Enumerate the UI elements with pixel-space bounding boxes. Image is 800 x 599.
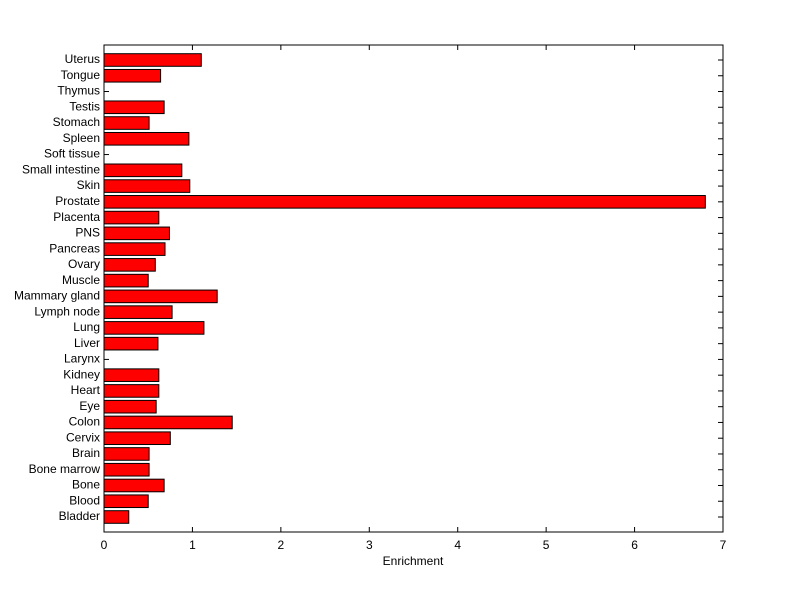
bar	[103, 384, 160, 398]
x-tick-label: 5	[543, 538, 550, 552]
bar	[103, 462, 150, 477]
y-tick-label: Lung	[73, 320, 100, 334]
bar	[103, 399, 157, 414]
bar	[103, 321, 205, 335]
x-tick-label: 4	[454, 538, 461, 552]
bar	[103, 273, 149, 288]
bar	[103, 226, 170, 241]
y-tick-label: Kidney	[63, 367, 100, 381]
x-tick-label: 7	[720, 538, 727, 552]
y-tick-label: Placenta	[53, 210, 100, 224]
bar	[103, 195, 706, 209]
y-tick-label: Cervix	[66, 430, 100, 444]
bar	[103, 179, 191, 193]
y-tick-label: Liver	[74, 336, 100, 350]
x-tick-label: 2	[278, 538, 285, 552]
bar	[103, 336, 159, 351]
y-tick-label: Blood	[69, 493, 100, 507]
y-tick-label: Bone marrow	[29, 462, 101, 476]
y-tick-label: Small intestine	[22, 162, 100, 176]
bar	[103, 242, 166, 256]
x-tick-label: 1	[189, 538, 196, 552]
y-tick-label: Heart	[71, 383, 101, 397]
bar	[103, 368, 160, 382]
bar	[103, 163, 183, 178]
y-tick-label: Uterus	[65, 52, 100, 66]
y-tick-label: PNS	[75, 226, 100, 240]
bar	[103, 131, 190, 146]
y-tick-label: Testis	[69, 99, 100, 113]
bar	[103, 415, 233, 430]
bar	[103, 510, 130, 524]
y-tick-label: Bone	[72, 478, 100, 492]
y-tick-label: Prostate	[55, 194, 100, 208]
y-tick-label: Larynx	[64, 352, 100, 366]
bar	[103, 258, 156, 272]
y-tick-label: Tongue	[61, 68, 101, 82]
y-tick-label: Ovary	[68, 257, 100, 271]
y-tick-label: Skin	[77, 178, 100, 192]
y-tick-label: Bladder	[59, 509, 100, 523]
bar	[103, 494, 149, 509]
plot-frame	[103, 44, 724, 533]
y-tick-label: Pancreas	[49, 241, 100, 255]
y-tick-label: Muscle	[62, 273, 100, 287]
y-tick-label: Colon	[69, 415, 100, 429]
y-tick-label: Lymph node	[34, 304, 100, 318]
bar	[103, 478, 165, 493]
y-tick-label: Thymus	[57, 84, 100, 98]
bar	[103, 447, 150, 461]
x-tick-label: 6	[631, 538, 638, 552]
bar	[103, 210, 160, 225]
y-tick-label: Mammary gland	[14, 289, 100, 303]
bar	[103, 100, 165, 115]
y-tick-label: Soft tissue	[44, 147, 100, 161]
x-axis-label: Enrichment	[383, 554, 444, 568]
bar	[103, 289, 218, 304]
bar	[103, 68, 162, 83]
bar	[103, 116, 150, 130]
bar	[103, 305, 173, 319]
x-tick-label: 3	[366, 538, 373, 552]
x-tick-label: 0	[101, 538, 108, 552]
y-tick-label: Eye	[79, 399, 100, 413]
y-tick-label: Stomach	[53, 115, 100, 129]
bar	[103, 431, 171, 446]
y-tick-label: Brain	[72, 446, 100, 460]
y-tick-label: Spleen	[63, 131, 100, 145]
bar	[103, 53, 202, 67]
